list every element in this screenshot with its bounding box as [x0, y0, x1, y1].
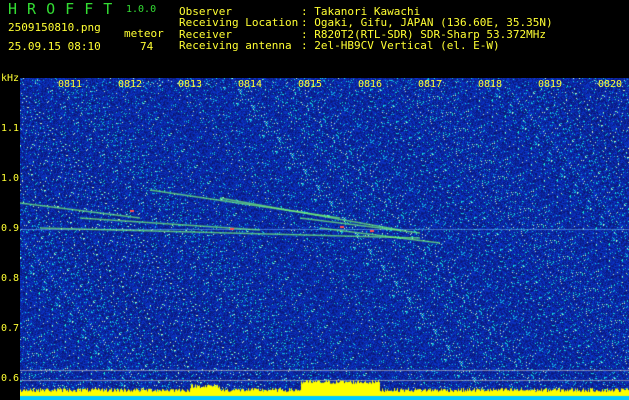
- meteor-label: meteor: [124, 27, 164, 40]
- y-tick-label: 1.1: [1, 123, 20, 134]
- y-tick-label: 0.8: [1, 273, 20, 284]
- meteor-count: 74: [140, 40, 154, 53]
- x-tick-label: 0812: [118, 79, 143, 90]
- x-tick-label: 0815: [298, 79, 323, 90]
- y-unit-label: kHz: [1, 73, 20, 84]
- app-version: 1.0.0: [126, 4, 157, 15]
- x-tick-label: 0813: [178, 79, 203, 90]
- info-value: : 2el-HB9CV Vertical (el. E-W): [301, 39, 500, 52]
- info-label: Receiving antenna: [179, 39, 292, 52]
- file-name: 2509150810.png: [8, 21, 101, 34]
- x-tick-label: 0817: [418, 79, 443, 90]
- info-label: Observer: [179, 5, 232, 18]
- app-title: H R O F F T: [8, 0, 113, 18]
- info-value: : R820T2(RTL-SDR) SDR-Sharp 53.372MHz: [301, 28, 547, 41]
- x-tick-label: 0818: [478, 79, 503, 90]
- x-tick-label: 0814: [238, 79, 263, 90]
- info-label: Receiving Location: [179, 16, 299, 29]
- info-value: : Ogaki, Gifu, JAPAN (136.60E, 35.35N): [301, 16, 553, 29]
- y-tick-label: 0.7: [1, 323, 20, 334]
- x-tick-label: 0816: [358, 79, 383, 90]
- x-tick-label: 0819: [538, 79, 563, 90]
- x-tick-label: 0811: [58, 79, 83, 90]
- x-tick-label: 0820: [598, 79, 623, 90]
- spectrogram: [20, 78, 629, 400]
- y-tick-label: 0.9: [1, 223, 20, 234]
- info-label: Receiver: [179, 28, 232, 41]
- info-value: : Takanori Kawachi: [301, 5, 421, 18]
- y-tick-label: 0.6: [1, 373, 20, 384]
- y-tick-label: 1.0: [1, 173, 20, 184]
- file-datetime: 25.09.15 08:10: [8, 40, 101, 53]
